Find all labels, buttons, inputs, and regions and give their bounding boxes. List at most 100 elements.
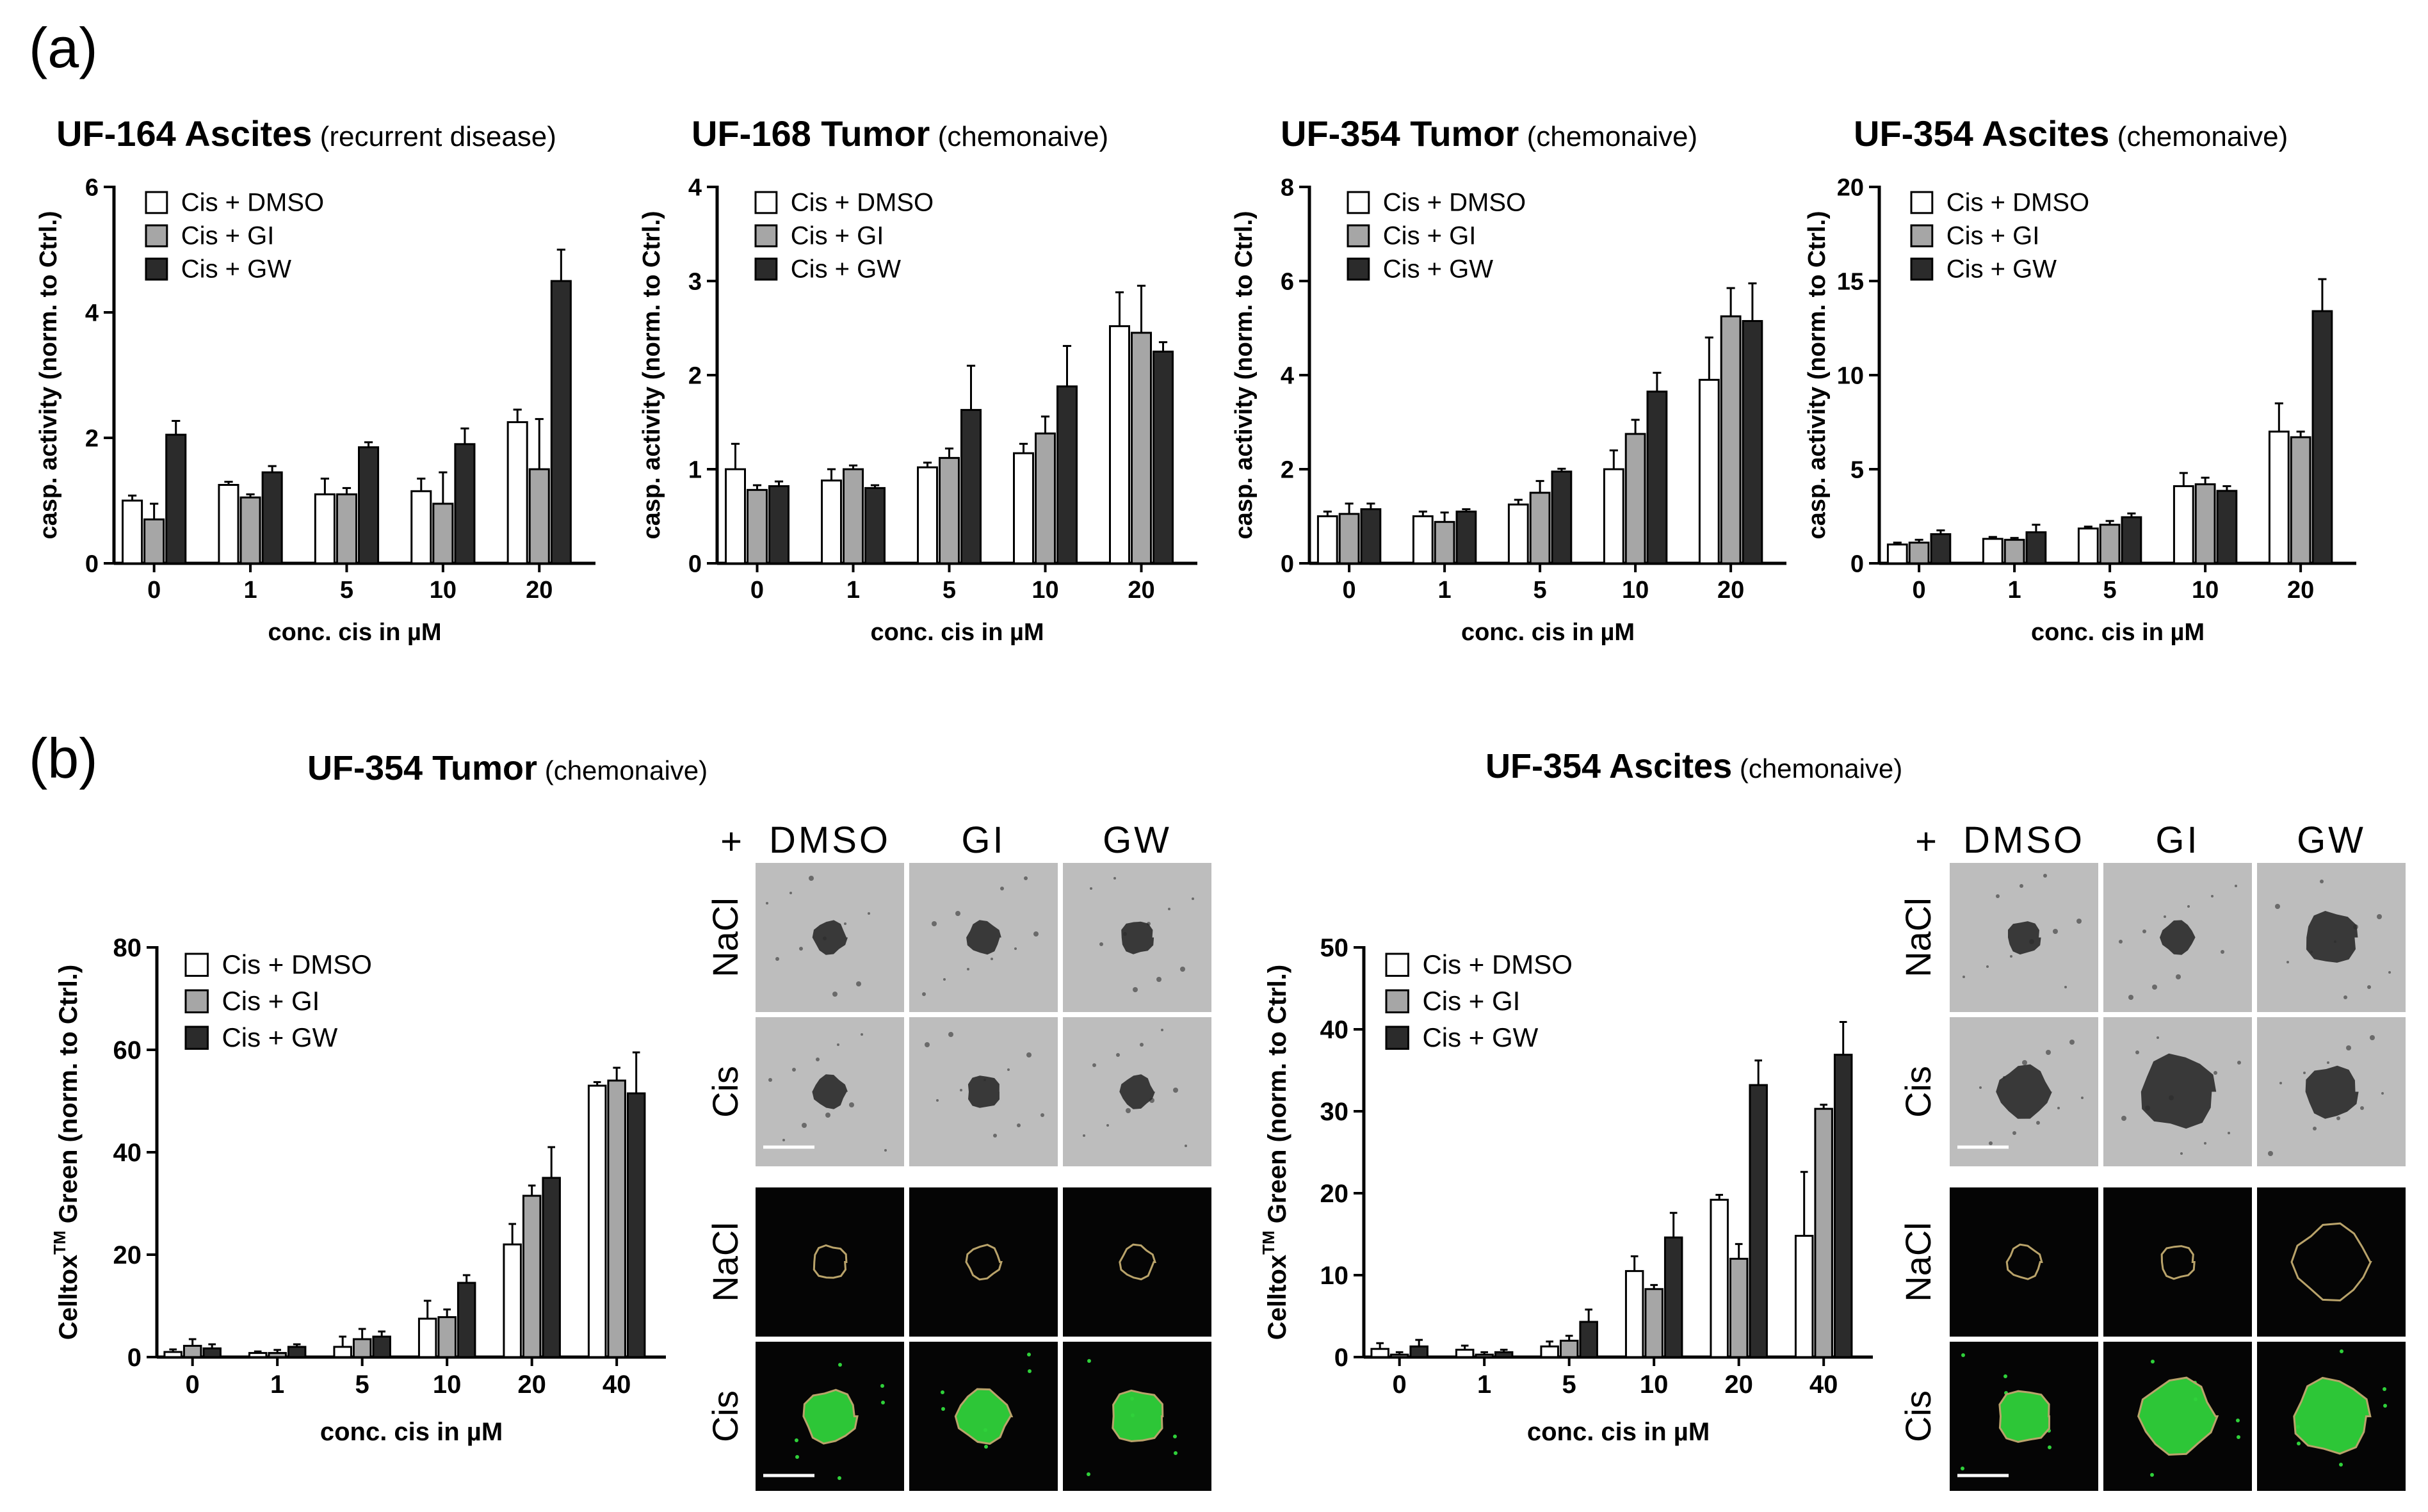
bar-0 — [2173, 485, 2194, 565]
green-speck — [2383, 1404, 2387, 1408]
chart-title: UF-354 Tumor (chemonaive) — [1281, 113, 1697, 154]
y-tick-label: 3 — [688, 268, 702, 295]
legend-swatch-2 — [184, 1025, 209, 1050]
chart-title-sub: (chemonaive) — [1519, 121, 1697, 152]
debris-dot — [2343, 995, 2347, 999]
y-axis-label-word: Celltox — [54, 1255, 83, 1340]
bar-0 — [410, 490, 432, 565]
x-axis-label: conc. cis in µM — [320, 1418, 503, 1446]
green-speck — [1130, 1397, 1134, 1401]
legend-swatch-0 — [145, 191, 168, 214]
column-label-dmso: DMSO — [1963, 819, 2085, 861]
bar-1 — [1338, 513, 1360, 565]
legend-label-0: Cis + DMSO — [222, 949, 372, 979]
debris-dot — [768, 1078, 772, 1082]
chart-title: UF-164 Ascites (recurrent disease) — [56, 113, 556, 154]
bar-0 — [1455, 1348, 1475, 1358]
green-speck — [1961, 1353, 1965, 1357]
bar-0 — [587, 1084, 607, 1358]
debris-dot — [2053, 929, 2058, 934]
debris-dot — [2187, 905, 2190, 908]
fluorescence-image — [1950, 1187, 2098, 1337]
y-tick-label: 1 — [688, 456, 702, 483]
green-speck — [2236, 1419, 2240, 1422]
spheroid — [2305, 1065, 2359, 1119]
x-axis-label: conc. cis in µM — [268, 619, 441, 646]
spheroid — [966, 920, 1001, 955]
debris-dot — [1090, 887, 1092, 890]
debris-dot — [1156, 977, 1161, 982]
micrograph-grid-1: + DMSO GI GW NaCl Cis NaCl Cis — [1898, 819, 2406, 1491]
debris-dot — [932, 921, 937, 926]
debris-dot — [2237, 1061, 2241, 1065]
debris-dot — [955, 911, 960, 916]
green-speck — [2297, 1442, 2301, 1445]
debris-dot — [1116, 1053, 1120, 1057]
bar-1 — [522, 1194, 542, 1358]
green-speck — [2151, 1360, 2155, 1363]
debris-dot — [2228, 1132, 2230, 1134]
debris-dot — [2275, 904, 2280, 909]
debris-dot — [993, 1134, 997, 1138]
debris-dot — [2119, 940, 2123, 944]
x-tick-label: 5 — [1534, 577, 1547, 604]
row-label: Cis — [705, 1390, 745, 1442]
column-label-gw: GW — [1103, 819, 1172, 861]
panel-a-label: (a) — [29, 16, 98, 79]
debris-dot — [2370, 1035, 2375, 1040]
row-label: NaCl — [1898, 1222, 1938, 1301]
bar-0 — [417, 1317, 437, 1358]
spheroid-outline — [1998, 1390, 2051, 1444]
spheroid-outline — [813, 1244, 848, 1279]
debris-dot — [2076, 919, 2082, 924]
debris-dot — [1180, 967, 1185, 972]
bar-0 — [1370, 1347, 1389, 1358]
legend-label-2: Cis + GW — [181, 255, 291, 284]
micrographs-layer: + DMSO GI GW NaCl Cis NaCl Cis + DMSO GI GW NaCl Cis N… — [705, 819, 2406, 1491]
green-speck — [2383, 1387, 2386, 1391]
legend-label-1: Cis + GI — [222, 986, 320, 1016]
bar-1 — [437, 1316, 457, 1358]
x-tick-label: 1 — [270, 1371, 284, 1399]
spheroid — [1121, 921, 1154, 954]
debris-dot — [816, 1058, 820, 1061]
debris-dot — [925, 1042, 930, 1047]
debris-dot — [825, 1113, 830, 1118]
spheroid-outline — [2293, 1376, 2372, 1455]
chart-title: UF-168 Tumor (chemonaive) — [692, 113, 1108, 154]
debris-dot — [1996, 894, 2000, 898]
green-speck — [2339, 1463, 2343, 1467]
green-speck — [1087, 1359, 1091, 1363]
x-axis-label: conc. cis in µM — [1461, 619, 1635, 646]
debris-dot — [2204, 1142, 2206, 1145]
debris-dot — [2268, 1151, 2273, 1156]
x-tick-label: 1 — [1438, 577, 1452, 604]
bar-2 — [287, 1346, 307, 1358]
x-tick-label: 5 — [943, 577, 956, 604]
bar-2 — [1663, 1236, 1683, 1358]
legend-label-1: Cis + GI — [181, 222, 275, 250]
y-tick-label: 0 — [127, 1344, 142, 1372]
bar-0 — [122, 499, 143, 565]
bar-1 — [939, 456, 960, 565]
debris-dot — [1173, 1088, 1178, 1093]
legend-swatch-1 — [1385, 989, 1409, 1013]
y-tick-label: 6 — [85, 174, 99, 201]
bar-1 — [2099, 524, 2121, 565]
debris-dot — [2388, 971, 2391, 974]
chart-title-main: UF-354 Tumor — [307, 749, 537, 787]
debris-dot — [1026, 1052, 1032, 1058]
bar-1 — [143, 518, 165, 565]
column-label-dmso: DMSO — [769, 819, 891, 861]
debris-dot — [2211, 895, 2214, 897]
bar-1 — [1814, 1107, 1833, 1358]
bar-1 — [1131, 332, 1152, 565]
debris-dot — [792, 1068, 796, 1072]
debris-dot — [1083, 1134, 1085, 1137]
bar-1 — [336, 493, 357, 565]
debris-dot — [2235, 885, 2237, 887]
y-axis-label: casp. activity (norm. to Ctrl.) — [1804, 211, 1831, 539]
bar-2 — [454, 443, 476, 565]
debris-dot — [2360, 1106, 2364, 1110]
bar-0 — [1886, 543, 1908, 565]
